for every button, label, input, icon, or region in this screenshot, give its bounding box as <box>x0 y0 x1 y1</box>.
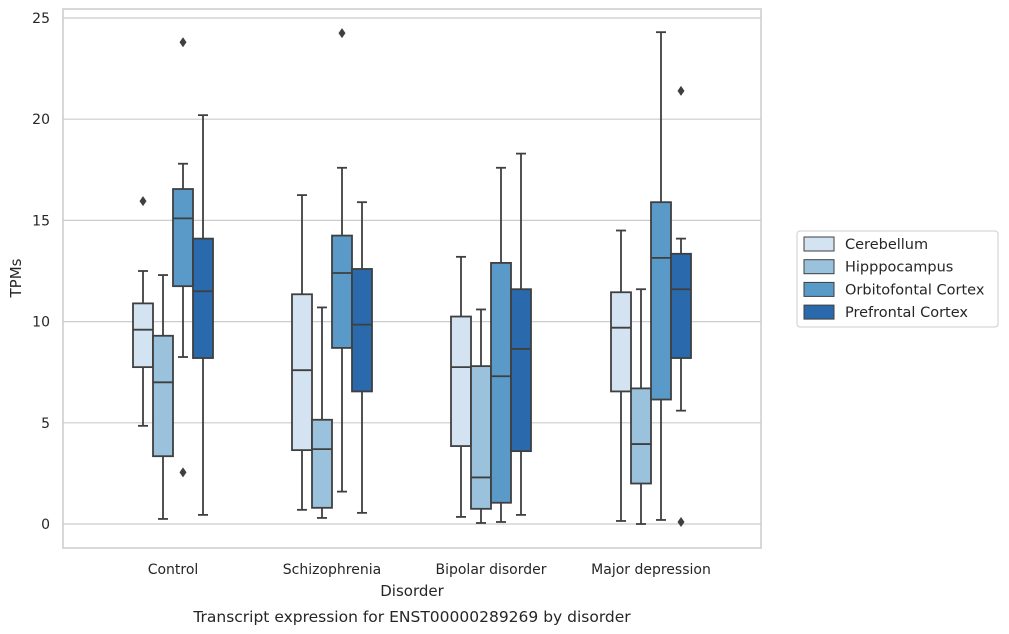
legend-swatch <box>803 304 835 320</box>
box-hipppocampus <box>630 288 652 525</box>
plot-frame <box>62 8 762 549</box>
box-prefrontal-cortex <box>192 114 214 516</box>
box-iqr <box>152 334 174 458</box>
box-hipppocampus <box>470 308 492 524</box>
legend-swatch <box>803 281 835 297</box>
box-hipppocampus <box>152 274 174 520</box>
box-prefrontal-cortex <box>670 85 692 527</box>
box-cerebellum <box>291 194 313 511</box>
legend-label: Cerebellum <box>845 237 928 253</box>
x-tick-label: Schizophrenia <box>283 562 381 578</box>
boxes-layer <box>132 28 692 527</box>
box-orbitofontal-cortex <box>331 28 353 493</box>
box-cerebellum <box>610 229 632 522</box>
y-tick-label: 15 <box>32 213 50 229</box>
x-axis-label: Disorder <box>380 582 444 600</box>
legend-label: Prefrontal Cortex <box>845 305 968 321</box>
y-tick-label: 25 <box>32 11 50 27</box>
box-iqr <box>192 237 214 359</box>
y-tick-label: 0 <box>41 517 50 533</box>
outlier-point <box>677 85 685 96</box>
x-tick-label: Bipolar disorder <box>435 562 546 578</box>
box-orbitofontal-cortex <box>172 37 194 478</box>
x-tick-labels: Control Schizophrenia Bipolar disorder Majo… <box>148 562 711 578</box>
box-iqr <box>470 365 492 510</box>
box-iqr <box>670 252 692 359</box>
y-tick-label: 5 <box>41 416 50 432</box>
y-axis-label: TPMs <box>7 258 25 298</box>
outlier-point <box>179 467 187 478</box>
y-tick-label: 10 <box>32 315 50 331</box>
box-iqr <box>291 293 313 452</box>
outlier-point <box>139 196 147 207</box>
legend-label: Orbitofontal Cortex <box>845 282 985 298</box>
outlier-point <box>338 28 346 39</box>
box-orbitofontal-cortex <box>650 31 672 521</box>
legend-swatch <box>803 236 835 252</box>
box-cerebellum <box>450 255 472 518</box>
box-iqr <box>510 288 532 453</box>
outlier-point <box>179 37 187 48</box>
outlier-point <box>677 516 685 527</box>
x-tick-label: Major depression <box>591 562 711 578</box>
box-iqr <box>331 234 353 349</box>
legend-label: Hipppocampus <box>845 260 953 276</box>
box-iqr <box>610 291 632 393</box>
box-iqr <box>351 268 373 393</box>
box-iqr <box>630 387 652 485</box>
y-tick-labels: 0 5 10 15 20 25 <box>32 11 50 533</box>
box-iqr <box>311 418 333 509</box>
box-prefrontal-cortex <box>510 152 532 516</box>
box-iqr <box>172 188 194 288</box>
chart-caption: Transcript expression for ENST0000028926… <box>192 608 631 626</box>
x-tick-label: Control <box>148 562 199 578</box>
box-hipppocampus <box>311 306 333 519</box>
legend-frame <box>796 230 999 328</box>
box-prefrontal-cortex <box>351 201 373 514</box>
legend-swatch <box>803 259 835 275</box>
box-iqr <box>132 302 154 369</box>
box-iqr <box>490 262 512 504</box>
box-cerebellum <box>132 196 154 427</box>
legend: Cerebellum Hipppocampus Orbitofontal Corte… <box>796 230 999 328</box>
y-tick-label: 20 <box>32 112 50 128</box>
box-iqr <box>650 201 672 401</box>
box-iqr <box>450 315 472 447</box>
box-orbitofontal-cortex <box>490 166 512 523</box>
